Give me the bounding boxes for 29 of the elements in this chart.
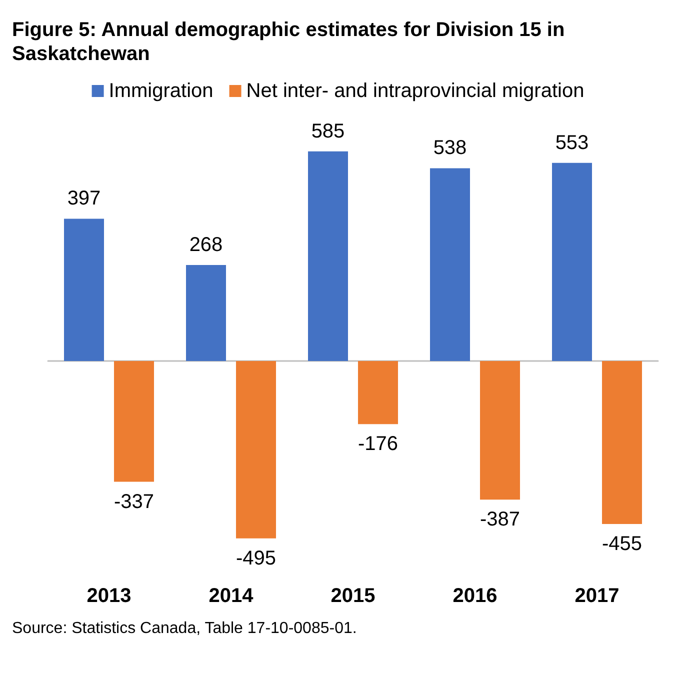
data-label: 397 [67, 188, 101, 210]
bar [236, 361, 276, 538]
data-label: -387 [480, 508, 520, 531]
x-tick-label: 2014 [208, 585, 254, 607]
x-tick-label: 2013 [86, 585, 132, 607]
legend-label: Immigration [108, 80, 214, 102]
data-label: 553 [555, 132, 589, 154]
source-note: Source: Statistics Canada, Table 17-10-0085-01. [11, 619, 358, 639]
x-tick-label: 2015 [330, 585, 376, 607]
data-label: -495 [236, 547, 276, 570]
bar [308, 151, 348, 361]
bar [602, 361, 642, 524]
data-label: 585 [311, 120, 345, 142]
data-label: -176 [358, 433, 398, 456]
bar [552, 162, 592, 361]
data-label: -337 [114, 490, 154, 513]
data-label: -455 [602, 533, 642, 556]
x-tick-label: 2017 [574, 585, 620, 607]
bar [480, 361, 520, 500]
legend-label: Net inter- and intraprovincial migration [246, 80, 584, 102]
bar [64, 218, 104, 361]
bar [186, 264, 226, 361]
bar [430, 168, 470, 361]
bar [114, 361, 154, 482]
bar [358, 361, 398, 424]
chart-title: Figure 5: Annual demographic estimates for Division 15 in Saskatchewan [11, 18, 566, 66]
x-tick-label: 2016 [452, 585, 498, 607]
data-label: 538 [433, 137, 467, 160]
data-label: 268 [189, 234, 223, 256]
